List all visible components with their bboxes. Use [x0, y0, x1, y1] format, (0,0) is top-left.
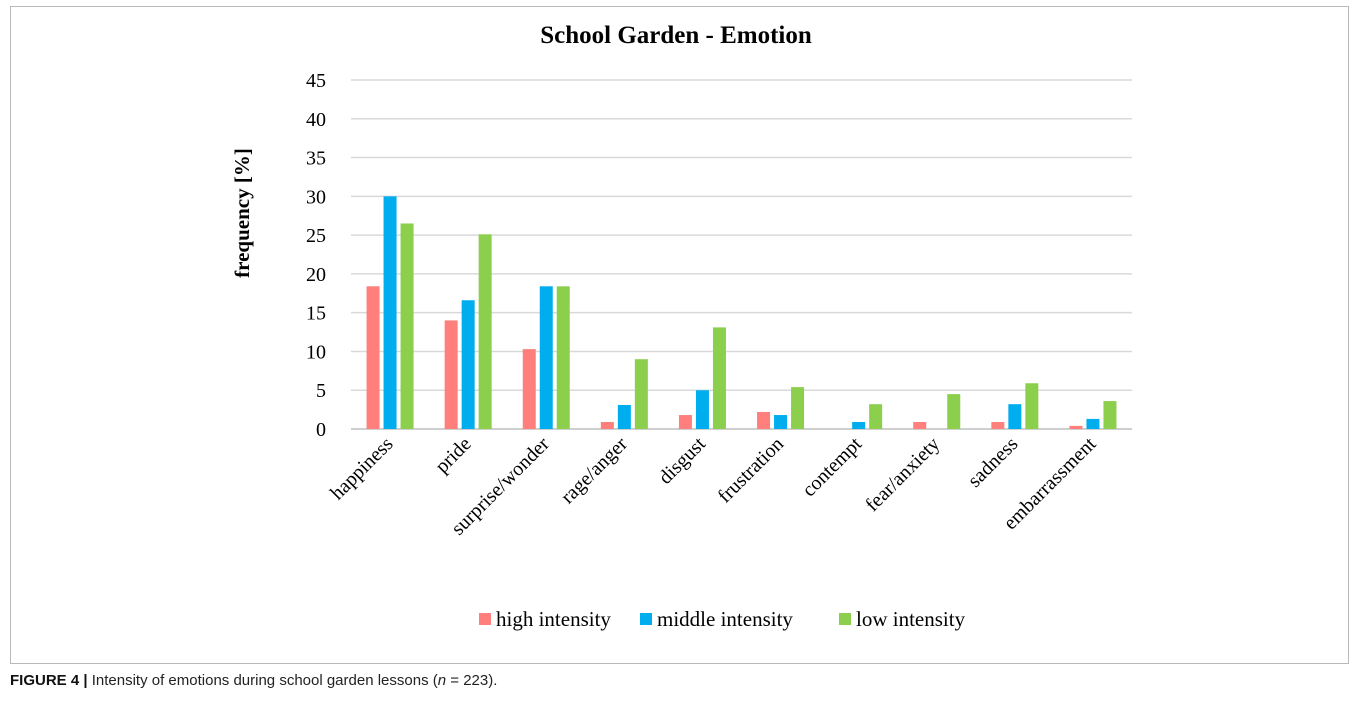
bar [461, 300, 475, 429]
legend-swatch [640, 613, 652, 625]
bar [600, 422, 614, 429]
x-tick-label: disgust [654, 433, 710, 489]
bar [522, 349, 536, 429]
chart-title: School Garden - Emotion [540, 22, 812, 49]
bar [1086, 418, 1100, 429]
bar [366, 286, 380, 429]
caption-n-symbol: n [437, 672, 447, 689]
bar-chart: School Garden - Emotion frequency [%] 0 5… [230, 22, 1132, 631]
bar [617, 404, 631, 429]
y-tick-label: 5 [316, 380, 326, 402]
x-tick-label: frustration [714, 433, 788, 507]
bar [478, 234, 492, 429]
y-tick-label: 30 [306, 186, 326, 208]
bar [1008, 404, 1022, 429]
caption-text-before: Intensity of emotions during school gard… [87, 672, 438, 689]
bar [1069, 425, 1083, 429]
bar [444, 320, 458, 429]
legend-label: low intensity [856, 607, 966, 631]
x-tick-label: rage/anger [557, 433, 632, 508]
figure-frame: School Garden - Emotion frequency [%] 0 5… [10, 6, 1349, 664]
bar [991, 422, 1005, 429]
bar [712, 327, 726, 429]
bars [366, 196, 1117, 429]
legend-swatch [479, 613, 491, 625]
bar [869, 404, 883, 429]
legend-swatch [839, 613, 851, 625]
x-tick-label: fear/anxiety [861, 433, 944, 516]
y-tick-label: 0 [316, 419, 326, 441]
y-tick-label: 20 [306, 264, 326, 286]
bar [539, 286, 553, 429]
bar [383, 196, 397, 429]
y-tick-label: 25 [306, 225, 326, 247]
bar [695, 390, 709, 429]
y-tick-label: 40 [306, 109, 326, 131]
bar [947, 394, 961, 429]
y-tick-label: 45 [306, 70, 326, 92]
x-tick-label: contempt [798, 433, 866, 501]
y-axis-ticks: 0 5 10 15 20 25 30 35 40 45 [306, 70, 326, 441]
x-tick-label: happiness [326, 433, 397, 504]
bar [774, 415, 788, 429]
bar [852, 422, 866, 429]
x-tick-label: sadness [964, 433, 1023, 492]
legend-label: middle intensity [657, 607, 793, 631]
bar [1025, 383, 1039, 429]
bar [913, 422, 927, 429]
y-tick-label: 35 [306, 148, 326, 170]
x-tick-label: pride [431, 433, 476, 478]
caption-text-after: = 223). [446, 672, 498, 689]
y-tick-label: 10 [306, 341, 326, 363]
bar [678, 415, 692, 429]
bar [556, 286, 570, 429]
bar [634, 359, 648, 429]
bar [400, 223, 414, 429]
bar [757, 411, 771, 429]
bar [791, 387, 805, 429]
caption-label: FIGURE 4 | [10, 672, 88, 689]
figure-caption: FIGURE 4 | Intensity of emotions during … [10, 672, 1350, 689]
legend-label: high intensity [496, 607, 611, 631]
bar [1103, 401, 1117, 429]
y-tick-label: 15 [306, 303, 326, 325]
legend: high intensity middle intensity low intens… [479, 607, 966, 631]
y-axis-title: frequency [%] [230, 148, 254, 278]
